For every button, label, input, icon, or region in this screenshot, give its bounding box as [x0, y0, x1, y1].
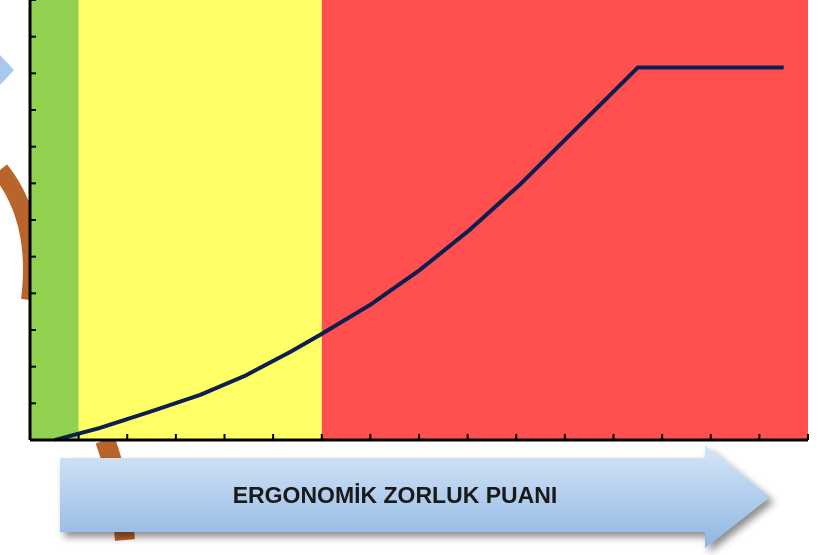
x-axis-label: ERGONOMİK ZORLUK PUANI — [233, 482, 558, 508]
plot-area — [28, 0, 809, 442]
axis-arrow — [60, 445, 770, 548]
zone — [30, 0, 79, 440]
left-arrow — [0, 55, 14, 85]
curved-arrow — [0, 164, 41, 302]
zone — [321, 0, 808, 440]
line — [54, 65, 784, 442]
zone — [78, 0, 322, 440]
